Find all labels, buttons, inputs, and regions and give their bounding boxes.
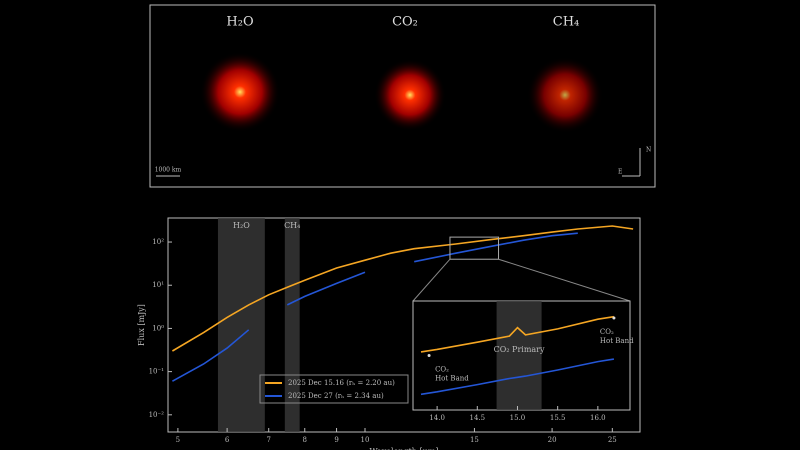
- compass: [622, 148, 641, 177]
- compass-label: E: [618, 169, 622, 176]
- series-line: [171, 225, 634, 352]
- legend-frame: [259, 374, 409, 404]
- band: [284, 218, 300, 432]
- zoom-connector: [412, 258, 451, 302]
- panel-label: H₂O: [226, 15, 253, 30]
- ch4-image: [527, 57, 603, 133]
- band: [496, 301, 542, 410]
- h2o-image: [200, 52, 280, 132]
- annotation: Hot Band: [435, 375, 469, 383]
- series-line: [172, 232, 578, 382]
- annotation: CO₂: [600, 328, 614, 336]
- x-tick-label: 8: [303, 436, 307, 444]
- compass-label: N: [646, 147, 651, 154]
- annotation: Hot Band: [600, 337, 634, 345]
- zoom-box: [449, 236, 500, 260]
- y-tick-label: 10⁰: [152, 324, 164, 332]
- y-tick-label: 10⁻²: [149, 411, 165, 419]
- x-tick-label: 14.5: [469, 414, 485, 422]
- y-tick-label: 10²: [152, 238, 164, 246]
- annotation-point: [612, 316, 616, 320]
- x-tick-label: 15.0: [510, 414, 526, 422]
- y-tick-label: 10⁻¹: [149, 368, 165, 376]
- x-tick-label: 16.0: [590, 414, 606, 422]
- x-tick-label: 20: [548, 436, 557, 444]
- co2-image: [374, 59, 446, 131]
- x-tick-label: 15: [470, 436, 479, 444]
- legend-label: 2025 Dec 27 (rₕ = 2.34 au): [288, 392, 384, 400]
- x-tick-label: 5: [176, 436, 180, 444]
- annotation: CO₂: [435, 366, 449, 374]
- panel-label: CO₂: [392, 15, 418, 30]
- y-tick-label: 10¹: [152, 281, 164, 289]
- x-tick-label: 7: [266, 436, 270, 444]
- image-frame: [149, 4, 656, 188]
- x-tick-label: 25: [608, 436, 617, 444]
- series-line: [420, 315, 615, 353]
- zoom-connector: [498, 258, 631, 302]
- series-line: [420, 358, 615, 396]
- band-label: CH₄: [284, 221, 300, 230]
- x-tick-label: 15.5: [550, 414, 566, 422]
- scale-label: 1000 km: [155, 167, 182, 174]
- band-label: H₂O: [233, 221, 250, 230]
- x-tick-label: 10: [361, 436, 370, 444]
- panel-label: CH₄: [553, 15, 580, 30]
- x-axis-label: Wavelength [µm]: [369, 447, 438, 450]
- band-label: CO₂ Primary: [494, 345, 545, 354]
- x-tick-label: 14.0: [429, 414, 445, 422]
- x-tick-label: 6: [225, 436, 230, 444]
- legend-label: 2025 Dec 15.16 (rₕ = 2.20 au): [288, 379, 395, 387]
- band: [217, 218, 265, 432]
- annotation-point: [427, 354, 431, 357]
- x-tick-label: 9: [334, 436, 338, 444]
- y-axis-label: Flux [mJy]: [137, 304, 146, 346]
